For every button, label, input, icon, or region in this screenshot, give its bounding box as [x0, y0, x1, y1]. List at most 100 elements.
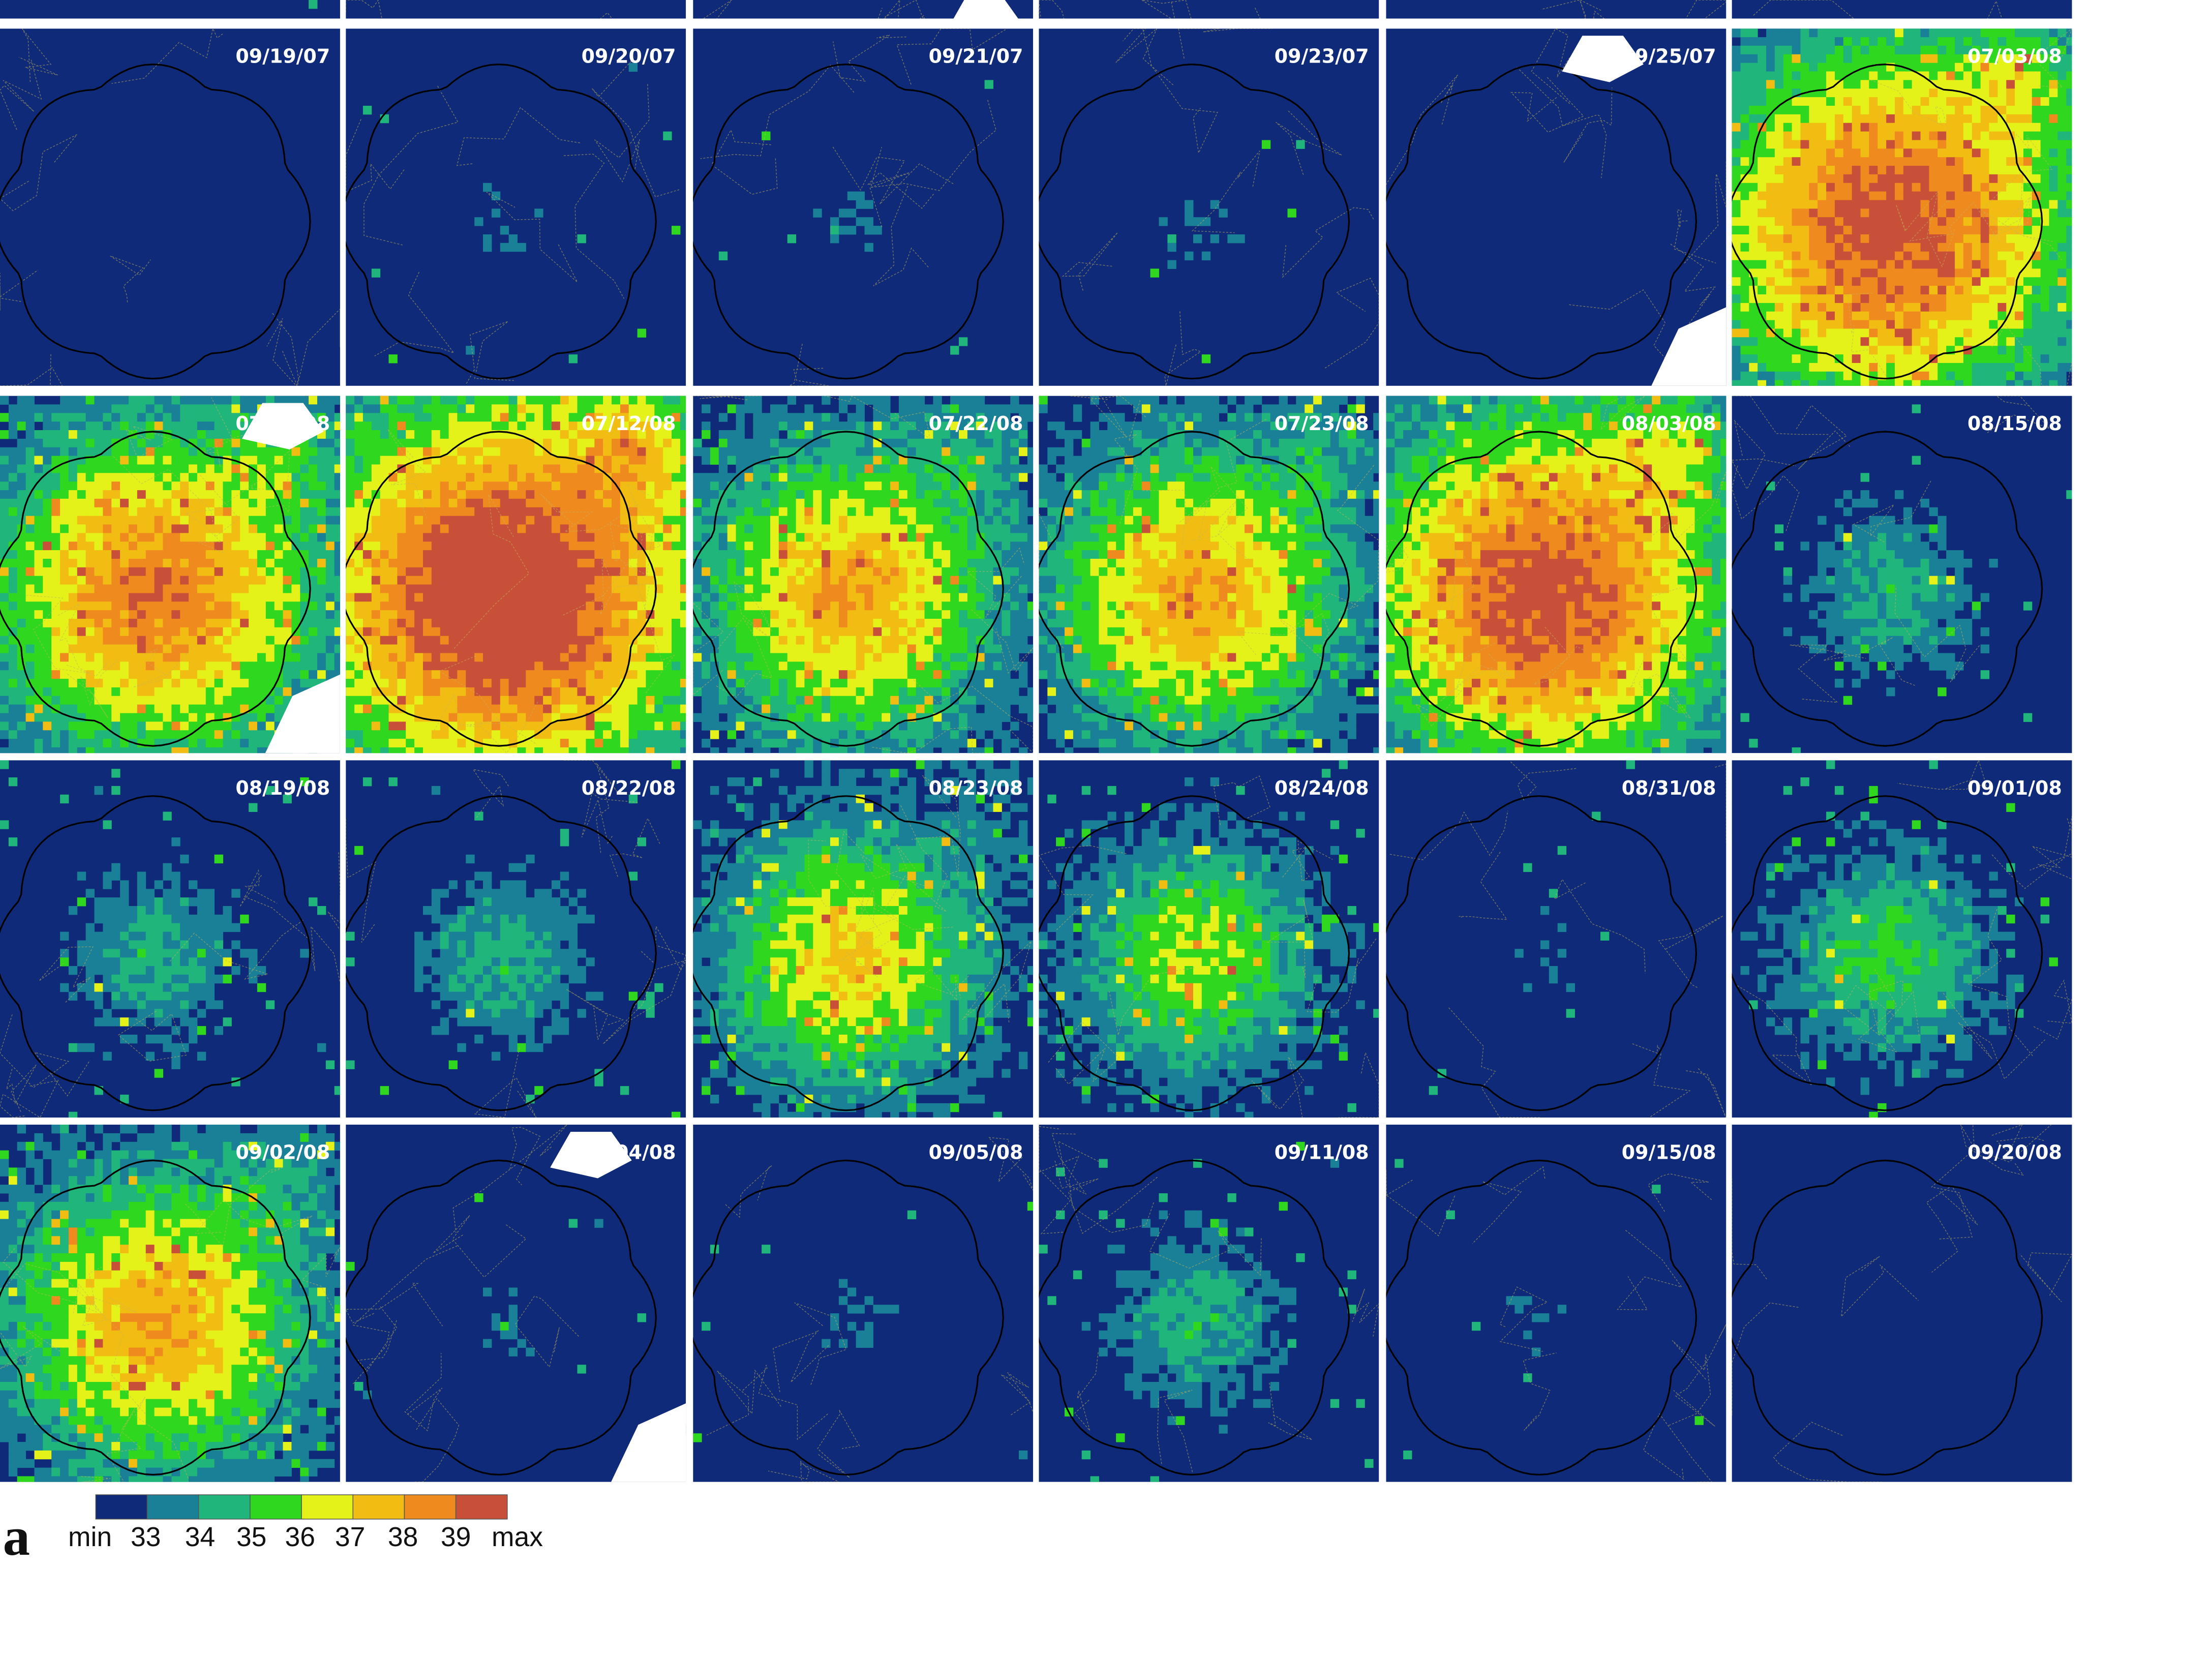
map-panel: 08/19/08	[0, 760, 340, 1118]
region-outline	[1386, 63, 1698, 380]
map-panel	[1732, 0, 2072, 19]
map-panel: 09/23/07	[1039, 28, 1379, 386]
panel-date-label: 09/20/07	[582, 45, 676, 68]
panel-background	[0, 28, 340, 386]
legend-swatch	[352, 1494, 405, 1520]
panel-letter: a	[3, 1507, 30, 1567]
road-lines	[808, 775, 1032, 1022]
legend-tick-label: 36	[285, 1522, 315, 1552]
map-panel	[346, 0, 686, 19]
map-panel: 09/21/07	[693, 28, 1034, 386]
road-lines	[1732, 1125, 2072, 1482]
panel-date-label: 07/03/08	[1967, 45, 2062, 68]
legend-swatch	[146, 1494, 199, 1520]
panel-date-label: 09/04/08	[582, 1141, 676, 1163]
map-panel: 09/01/08	[1732, 760, 2072, 1118]
legend-tick-label: 39	[441, 1522, 471, 1552]
region-outline	[693, 1159, 1004, 1476]
map-panel: 09/05/08	[693, 1125, 1034, 1482]
legend-swatch	[198, 1494, 251, 1520]
cloud-mask	[242, 403, 324, 449]
road-lines	[1389, 761, 1726, 1118]
road-lines	[1386, 396, 1726, 727]
panel-date-label: 07/22/08	[929, 412, 1023, 435]
map-panel	[0, 0, 340, 19]
panel-date-label: 08/03/08	[1622, 412, 1716, 435]
panel-date-label: 08/31/08	[1622, 777, 1716, 799]
panel-date-label: 09/05/08	[929, 1141, 1023, 1163]
map-panel: 08/15/08	[1732, 396, 2072, 753]
road-lines	[0, 28, 340, 386]
map-panel	[1039, 0, 1379, 19]
panel-date-label: 08/24/08	[1275, 777, 1369, 799]
region-outline	[693, 63, 1004, 380]
road-lines	[1386, 1166, 1726, 1482]
panel-date-label: 09/23/07	[1275, 45, 1369, 68]
map-panel: 07/23/08	[1039, 396, 1379, 753]
color-legend: min 33 34 35 36 37 38 39 max	[68, 1494, 543, 1552]
panel-date-label: 08/22/08	[582, 777, 676, 799]
legend-swatch	[455, 1494, 508, 1520]
region-outline	[1732, 795, 2043, 1111]
map-panel: 08/24/08	[1039, 760, 1379, 1118]
road-lines	[1732, 396, 2050, 703]
map-panel: 08/23/08	[693, 760, 1034, 1118]
road-lines	[1039, 775, 1379, 1118]
legend-swatch	[404, 1494, 457, 1520]
panel-background	[1732, 0, 2072, 19]
panel-background	[0, 0, 340, 19]
panel-date-label: 08/23/08	[929, 777, 1023, 799]
map-panel: 09/20/08	[1732, 1125, 2072, 1482]
legend-tick-label: 38	[388, 1522, 418, 1552]
map-panel: 09/02/08	[0, 1125, 340, 1482]
panel-date-label: 09/11/08	[1275, 1141, 1369, 1163]
map-panel	[693, 0, 1034, 19]
road-lines	[1737, 760, 2072, 1086]
region-outline	[0, 795, 311, 1111]
region-outline	[346, 795, 657, 1111]
panel-date-label: 09/01/08	[1967, 777, 2062, 799]
panel-background	[693, 1125, 1034, 1482]
region-outline	[0, 1159, 311, 1476]
panel-background	[1732, 1125, 2072, 1482]
panel-background	[346, 28, 686, 386]
map-panel: 08/31/08	[1386, 760, 1726, 1118]
legend-tick-label: 34	[185, 1522, 215, 1552]
panel-date-label: 07/23/08	[1275, 412, 1369, 435]
panel-date-label: 09/19/07	[235, 45, 330, 68]
road-lines	[703, 0, 925, 19]
legend-tick-label: 35	[236, 1522, 266, 1552]
region-outline	[0, 63, 311, 380]
cloud-mask	[953, 0, 1018, 19]
region-outline	[1732, 63, 2043, 380]
map-panel: 07/12/08	[346, 396, 686, 753]
road-lines	[346, 56, 680, 384]
legend-swatch	[301, 1494, 353, 1520]
panel-background	[346, 0, 686, 19]
road-lines	[1386, 28, 1726, 386]
panel-background	[1386, 1125, 1726, 1482]
panel-background	[1386, 760, 1726, 1118]
map-panel: 07/06/08	[0, 396, 340, 753]
region-outline	[1386, 795, 1698, 1111]
road-lines	[1062, 28, 1379, 386]
panel-date-label: 09/15/08	[1622, 1141, 1716, 1163]
panel-date-label: 09/02/08	[235, 1141, 330, 1163]
panel-date-label: 09/25/07	[1622, 45, 1716, 68]
region-outline	[1039, 1159, 1350, 1476]
panel-date-label: 07/06/08	[235, 412, 330, 435]
region-outline	[693, 795, 1004, 1111]
map-panel: 08/22/08	[346, 760, 686, 1118]
road-lines	[700, 28, 1008, 386]
road-lines	[1039, 396, 1379, 661]
road-lines	[0, 852, 340, 1118]
region-outline	[1732, 431, 2043, 747]
panel-date-label: 07/12/08	[582, 412, 676, 435]
map-panel: 09/19/07	[0, 28, 340, 386]
legend-tick-label: 33	[131, 1522, 161, 1552]
panel-date-label: 08/19/08	[235, 777, 330, 799]
panel-background	[1039, 28, 1379, 386]
road-lines	[1847, 28, 2072, 386]
